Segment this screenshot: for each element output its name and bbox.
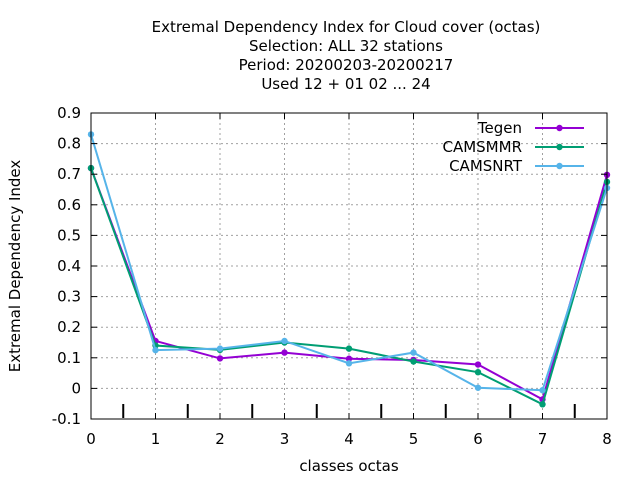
data-point-tegen — [216, 355, 224, 362]
y-tick-label: 0.8 — [57, 135, 81, 153]
data-point-camsnrt — [410, 349, 417, 356]
x-tick-label: 3 — [280, 430, 290, 448]
y-tick-label: 0.9 — [57, 104, 81, 122]
data-point-camsnrt — [474, 384, 482, 391]
legend-swatch-marker — [556, 124, 563, 132]
grid — [91, 113, 607, 419]
series-line-camsnrt — [90, 134, 608, 392]
legend-label: CAMSNRT — [449, 157, 523, 175]
y-tick-label: 0.3 — [57, 288, 81, 306]
legend-swatch-marker — [556, 143, 563, 151]
title-line-4: Used 12 + 01 02 ... 24 — [261, 75, 430, 93]
legend-label: CAMSMMR — [442, 138, 522, 156]
y-tick-label: 0.4 — [57, 257, 81, 275]
x-tick-label: 1 — [151, 430, 161, 448]
data-point-camsnrt — [281, 337, 288, 345]
data-point-camsnrt — [152, 346, 159, 354]
title-line-3: Period: 20200203-20200217 — [239, 56, 454, 74]
y-tick-label: 0.1 — [57, 349, 81, 367]
series-layer — [87, 131, 611, 408]
data-point-tegen — [281, 349, 288, 356]
y-tick-label: 0.5 — [57, 226, 81, 244]
y-tick-label: -0.1 — [52, 410, 81, 428]
title-line-1: Extremal Dependency Index for Cloud cove… — [152, 18, 541, 36]
y-tick-label: 0.2 — [57, 318, 81, 336]
data-point-camsnrt — [539, 387, 546, 394]
data-point-camsmmr — [345, 345, 353, 352]
y-tick-label: 0.7 — [57, 165, 81, 183]
axis-ticks: -0.1 0 0.1 0.2 0.3 0.4 0.5 0.6 0.7 0.8 0.9 0 1 2 3 4 5 6 7… — [52, 104, 612, 448]
chart-title: Extremal Dependency Index for Cloud cove… — [152, 18, 541, 93]
data-point-camsnrt — [216, 345, 224, 352]
x-axis-label: classes octas — [299, 457, 399, 475]
y-tick-label: 0.6 — [57, 196, 81, 214]
data-point-camsnrt — [345, 360, 353, 367]
data-point-tegen — [474, 361, 482, 368]
legend-label: Tegen — [477, 119, 522, 137]
legend-swatch-marker — [556, 162, 563, 170]
x-tick-label: 7 — [538, 430, 548, 448]
x-tick-label: 6 — [473, 430, 483, 448]
title-line-2: Selection: ALL 32 stations — [249, 37, 443, 55]
data-point-camsmmr — [474, 368, 482, 376]
x-tick-label: 5 — [409, 430, 419, 448]
y-axis-label: Extremal Dependency Index — [6, 160, 24, 373]
x-tick-label: 8 — [602, 430, 612, 448]
x-tick-label: 2 — [215, 430, 225, 448]
x-tick-label: 0 — [86, 430, 96, 448]
data-point-camsmmr — [410, 358, 417, 365]
y-tick-label: 0 — [71, 379, 81, 397]
x-tick-label: 4 — [344, 430, 354, 448]
data-point-camsmmr — [539, 401, 546, 408]
data-point-tegen — [345, 355, 353, 362]
